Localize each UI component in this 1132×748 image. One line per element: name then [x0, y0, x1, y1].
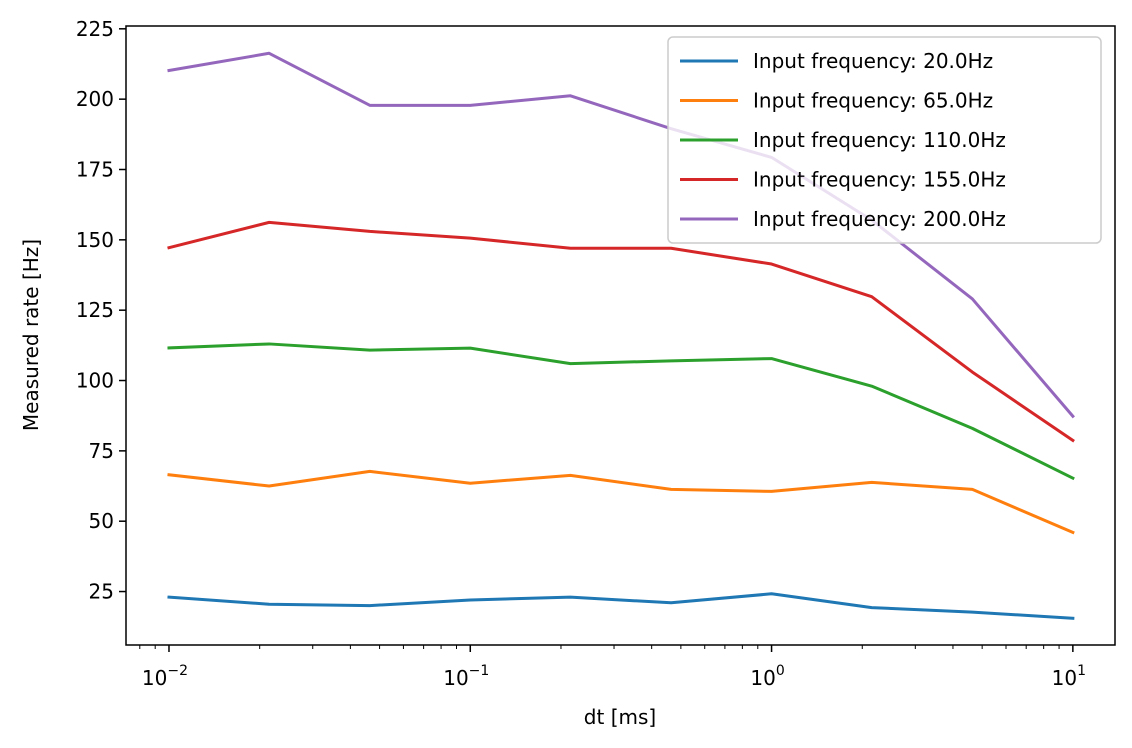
- x-tick-label: 10−1: [443, 663, 489, 690]
- y-tick-label: 200: [76, 87, 114, 111]
- y-axis-label: Measured rate [Hz]: [19, 239, 43, 431]
- y-tick-label: 25: [89, 580, 114, 604]
- axes-frame: [125, 25, 1116, 646]
- y-tick-label: 225: [76, 17, 114, 41]
- series-line-4: [167, 51, 1075, 419]
- y-axis: 25 50 75 100 125 150 175 200 225: [76, 17, 126, 604]
- axes-layer: [125, 25, 1116, 646]
- series-layer: [167, 51, 1075, 620]
- x-tick-label: 100: [750, 663, 784, 690]
- legend-entry-2: Input frequency: 110.0Hz: [753, 128, 1006, 152]
- legend-box: [667, 36, 1102, 244]
- y-tick-label: 175: [76, 157, 114, 181]
- series-line-3: [167, 220, 1075, 443]
- legend-entry-0: Input frequency: 20.0Hz: [753, 49, 993, 73]
- x-tick-label: 101: [1052, 663, 1086, 690]
- x-axis: 10−2 10−1 100 101: [139, 645, 1086, 690]
- legend-entry-1: Input frequency: 65.0Hz: [753, 89, 993, 113]
- x-axis-label: dt [ms]: [584, 705, 656, 729]
- y-tick-label: 150: [76, 228, 114, 252]
- series-line-2: [167, 342, 1075, 481]
- y-tick-label: 50: [89, 509, 114, 533]
- y-tick-label: 125: [76, 298, 114, 322]
- legend: Input frequency: 20.0Hz Input frequency: …: [667, 36, 1102, 244]
- y-tick-label: 100: [76, 369, 114, 393]
- y-tick-label: 75: [89, 439, 114, 463]
- series-line-0: [167, 592, 1075, 620]
- legend-entry-4: Input frequency: 200.0Hz: [753, 207, 1006, 231]
- legend-entry-3: Input frequency: 155.0Hz: [753, 168, 1006, 192]
- series-line-1: [167, 469, 1075, 535]
- x-tick-label: 10−2: [142, 663, 188, 690]
